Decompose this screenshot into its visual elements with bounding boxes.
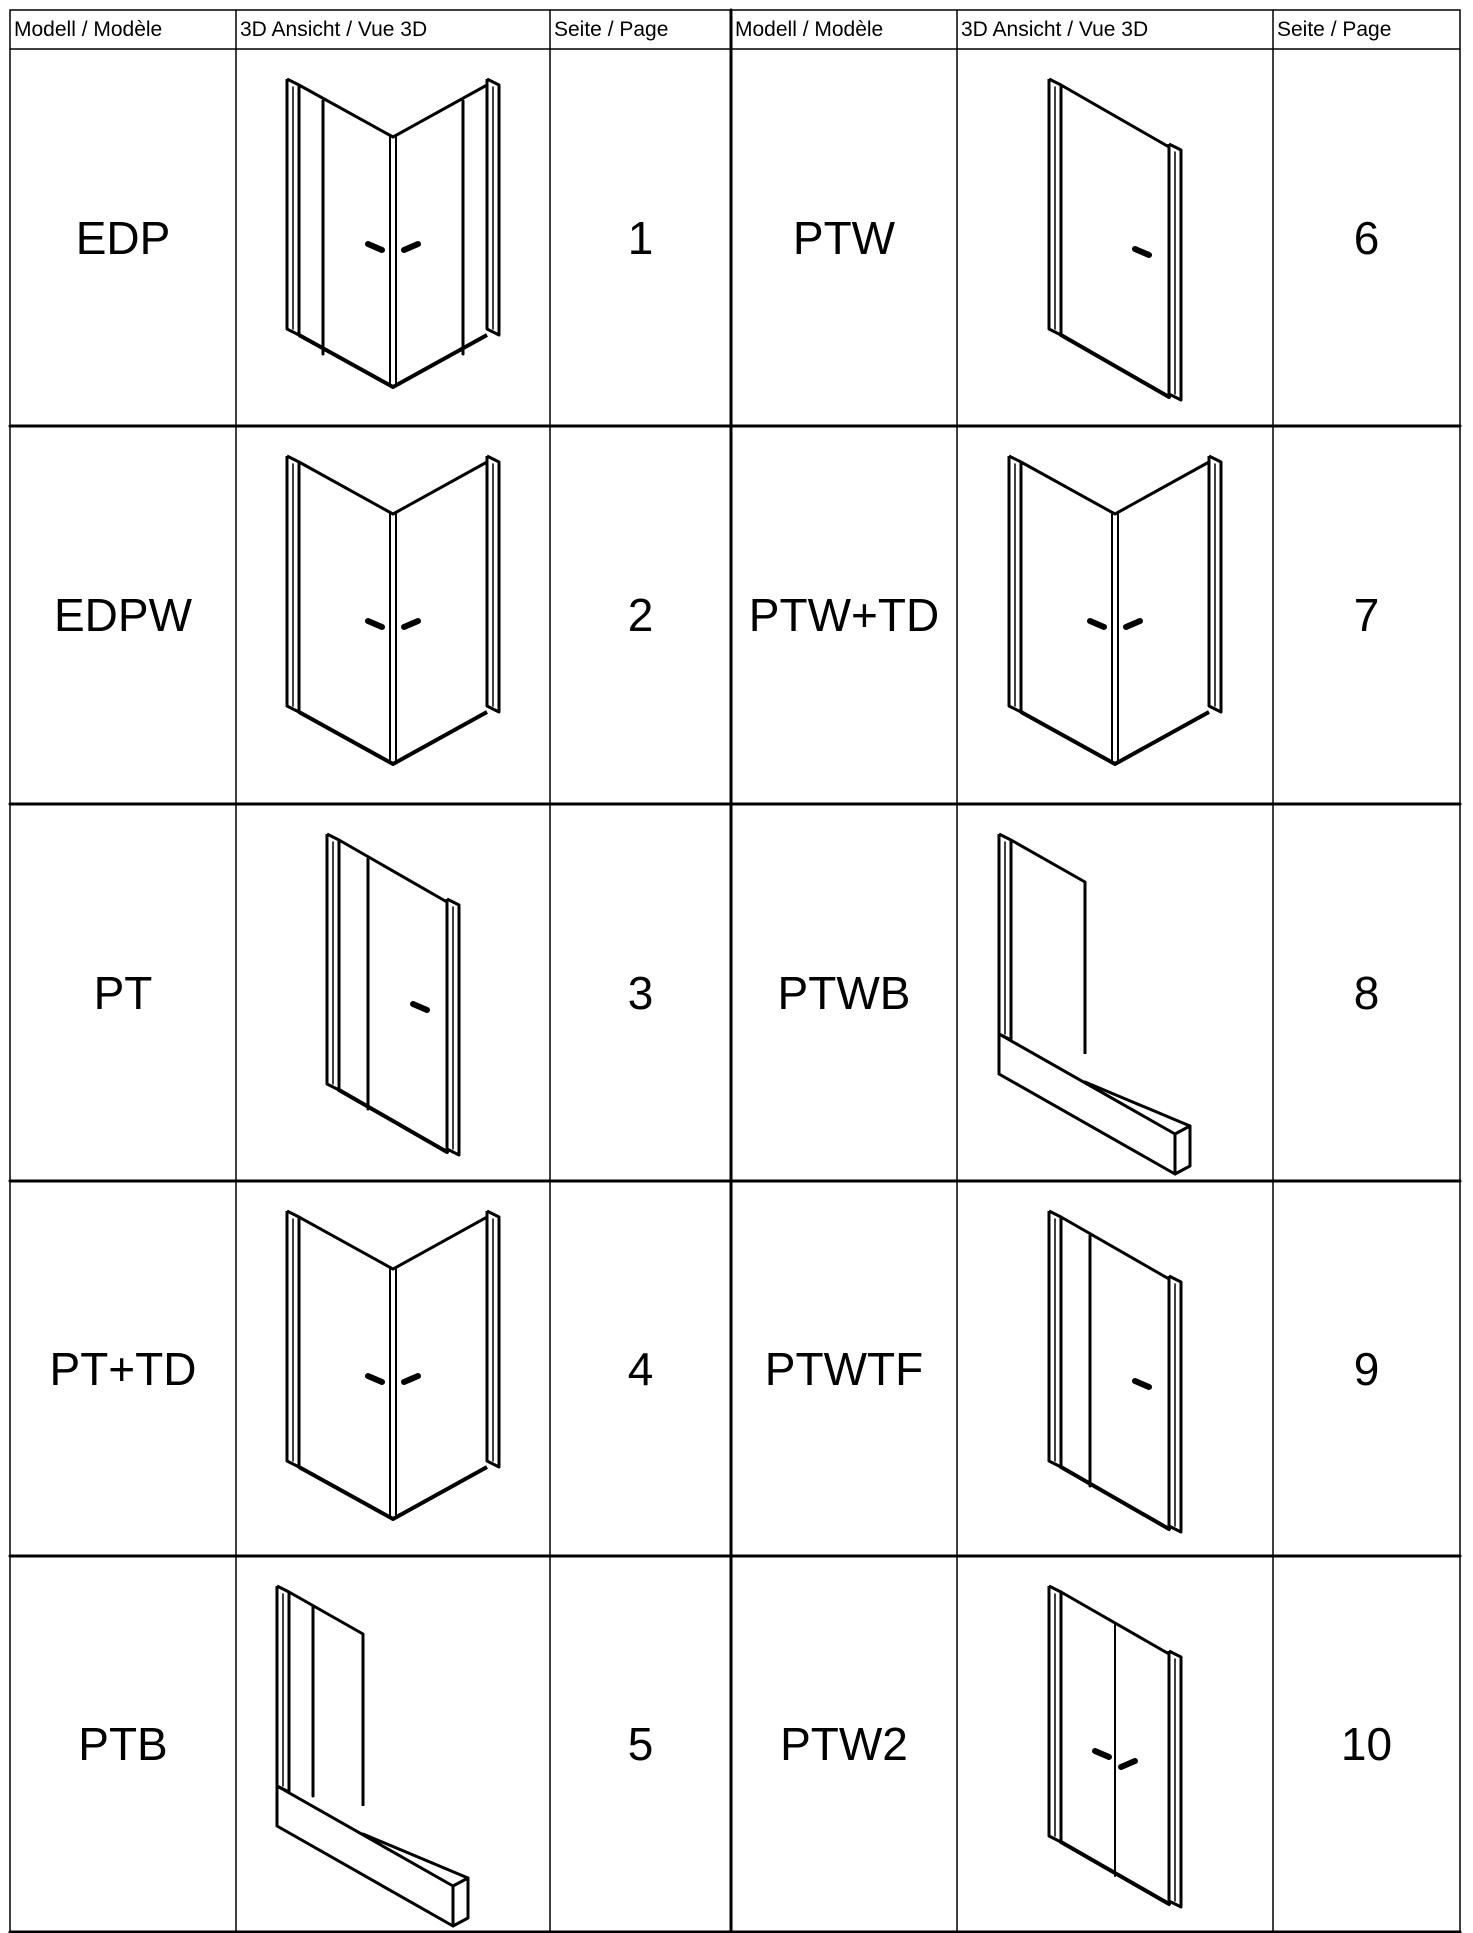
column-header: 3D Ansicht / Vue 3D [961,17,1149,41]
page-number: 3 [627,966,654,1019]
column-header: 3D Ansicht / Vue 3D [240,17,428,41]
glass-bottom [298,1465,488,1521]
door-handle [410,1001,430,1013]
column-header: Modell / Modèle [735,17,884,41]
door-handle [401,241,421,253]
glass-bottom [1059,333,1171,399]
model-name: PTB [78,1718,168,1770]
glass-top [1059,83,1171,149]
bath-apron [452,1876,470,1928]
column-header: Modell / Modèle [14,17,163,41]
glass-bottom [1020,710,1210,766]
model-name: EDP [75,211,171,264]
column-header: Seite / Page [1277,17,1392,41]
page-number: 4 [627,1342,654,1395]
glass-panel [1010,838,1087,1054]
glass-top [298,460,488,516]
model-name: PTW2 [780,1718,908,1770]
model-name: PT [93,966,153,1019]
page-number: 8 [1353,966,1380,1019]
page-number: 9 [1353,1342,1380,1395]
door-handle [401,618,421,630]
frame-post [1207,454,1223,714]
frame-post [1167,1274,1183,1534]
glass-bottom [298,333,488,389]
glass-top [298,1215,488,1271]
glass-bottom [337,1088,449,1154]
door-handle [365,1373,385,1385]
model-name: PTW [792,211,896,264]
column-header: Seite / Page [554,17,669,41]
door-handle [365,241,385,253]
frame-post [485,77,501,337]
model-name: PTW+TD [748,589,940,641]
frame-post [1167,142,1183,402]
page-number: 10 [1340,1718,1393,1770]
bath-apron [275,1784,455,1928]
page-number: 7 [1353,589,1380,641]
glass-bottom [1059,1465,1171,1531]
bath-apron [1083,1080,1192,1128]
door-handle [1092,1748,1112,1760]
bath-apron [361,1832,470,1880]
glass-panel [288,1590,365,1806]
glass-top [298,83,488,139]
model-name: EDPW [54,589,192,641]
door-handle [1132,246,1152,258]
frame-post [485,454,501,714]
bath-apron [997,1032,1177,1176]
frame-post [1167,1649,1183,1909]
door-handle [365,618,385,630]
model-name: PTWB [777,966,911,1019]
frame-post [445,897,461,1157]
bath-apron [1174,1124,1192,1176]
glass-top [1059,1215,1171,1281]
model-name: PTWTF [764,1342,924,1395]
model-name: PT+TD [49,1342,197,1395]
glass-bottom [298,710,488,766]
door-handle [1087,618,1107,630]
page-number: 2 [627,589,654,641]
frame-post [485,1209,501,1469]
door-handle [1118,1758,1138,1770]
glass-top [1020,460,1210,516]
glass-top [337,838,449,904]
door-handle [1132,1378,1152,1390]
door-handle [1123,618,1143,630]
page-number: 5 [627,1718,654,1770]
page-number: 6 [1353,211,1380,264]
page-number: 1 [627,211,654,264]
door-handle [401,1373,421,1385]
